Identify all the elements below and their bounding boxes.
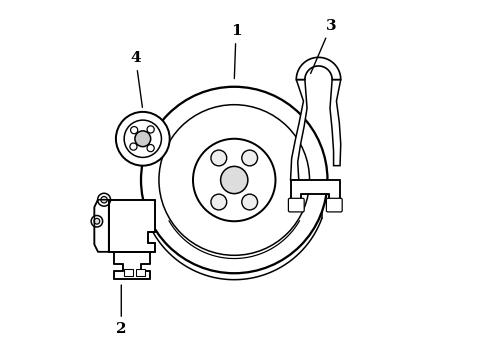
Text: 3: 3 bbox=[311, 19, 336, 73]
Circle shape bbox=[116, 112, 170, 166]
Ellipse shape bbox=[141, 87, 327, 273]
Text: 1: 1 bbox=[231, 24, 242, 78]
Text: 4: 4 bbox=[130, 51, 143, 107]
Polygon shape bbox=[109, 200, 155, 252]
Polygon shape bbox=[291, 180, 340, 200]
Bar bbox=[136, 269, 146, 276]
Polygon shape bbox=[291, 80, 307, 180]
Circle shape bbox=[131, 127, 138, 134]
Ellipse shape bbox=[211, 150, 227, 166]
Polygon shape bbox=[296, 57, 341, 80]
Ellipse shape bbox=[193, 139, 275, 221]
Circle shape bbox=[130, 143, 137, 150]
Circle shape bbox=[98, 193, 111, 206]
FancyBboxPatch shape bbox=[289, 198, 304, 212]
Ellipse shape bbox=[211, 194, 227, 210]
Ellipse shape bbox=[242, 150, 258, 166]
Text: 2: 2 bbox=[116, 285, 126, 336]
Ellipse shape bbox=[242, 194, 258, 210]
FancyBboxPatch shape bbox=[326, 198, 342, 212]
Polygon shape bbox=[95, 200, 109, 252]
Circle shape bbox=[124, 120, 161, 157]
Polygon shape bbox=[114, 252, 150, 279]
Circle shape bbox=[94, 219, 100, 224]
Ellipse shape bbox=[220, 166, 248, 194]
Circle shape bbox=[147, 144, 154, 152]
Circle shape bbox=[101, 197, 107, 203]
Polygon shape bbox=[330, 80, 341, 166]
Ellipse shape bbox=[159, 105, 310, 255]
Circle shape bbox=[147, 126, 154, 133]
Circle shape bbox=[135, 131, 151, 147]
Circle shape bbox=[91, 216, 102, 227]
Bar bbox=[124, 269, 133, 276]
